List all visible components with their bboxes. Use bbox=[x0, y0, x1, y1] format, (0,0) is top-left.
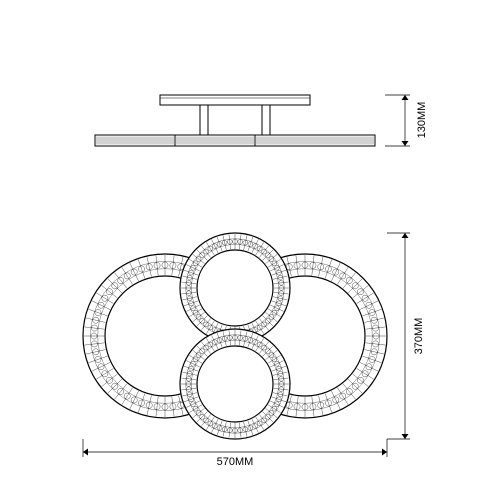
ring bbox=[180, 233, 290, 343]
width-label: 570MM bbox=[217, 456, 254, 468]
side-height-label: 130MM bbox=[416, 102, 428, 139]
ring bbox=[180, 329, 290, 439]
height-label: 370MM bbox=[413, 318, 425, 355]
